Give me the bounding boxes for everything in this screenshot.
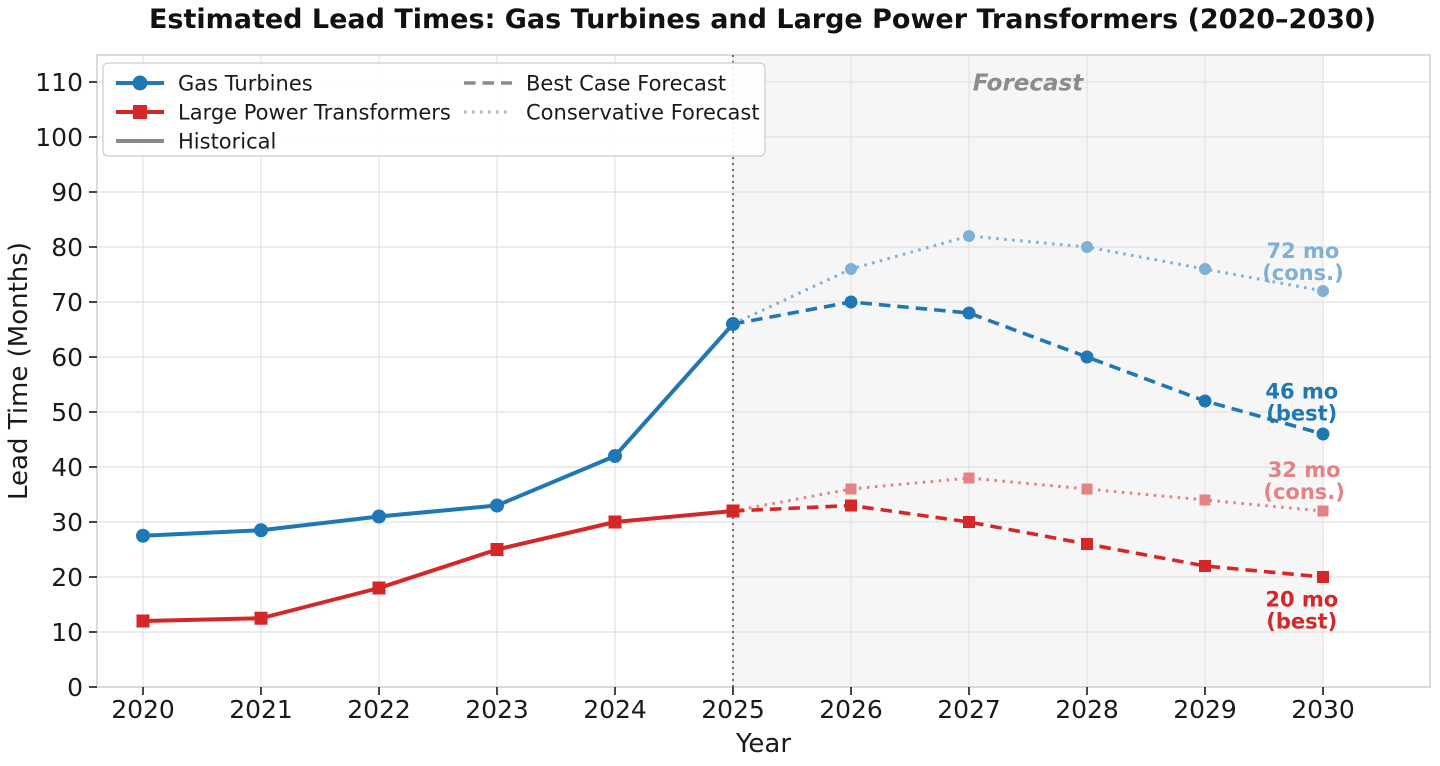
- y-tick-label: 60: [51, 343, 83, 372]
- annotation-32-mo-cons: 32 mo(cons.): [1263, 458, 1345, 504]
- y-axis-label: Lead Time (Months): [4, 242, 34, 500]
- forecast-shaded-region: [733, 55, 1323, 687]
- annotation-46-mo-best: 46 mo(best): [1265, 379, 1338, 425]
- annotation-line: (cons.): [1262, 261, 1344, 285]
- data-point-marker: [136, 614, 150, 628]
- series-gas-turbines: [136, 317, 740, 543]
- data-point-marker: [490, 498, 504, 513]
- annotation-line: 32 mo: [1268, 458, 1341, 482]
- x-axis-label: Year: [735, 729, 792, 759]
- data-point-marker: [1081, 241, 1093, 253]
- y-tick-label: 80: [51, 233, 83, 262]
- data-point-marker: [136, 528, 150, 543]
- data-point-marker: [608, 449, 622, 463]
- data-point-marker: [845, 499, 857, 512]
- data-point-marker: [490, 543, 504, 556]
- x-tick-label: 2030: [1291, 695, 1355, 724]
- annotation-72-mo-cons: 72 mo(cons.): [1262, 239, 1344, 285]
- series-large-power-transformers: [136, 504, 740, 628]
- data-point-marker: [1317, 285, 1329, 297]
- annotation-line: 46 mo: [1265, 379, 1338, 403]
- forecast-region-label: Forecast: [973, 70, 1085, 96]
- legend: Gas Turbines Large Power Transformers Hist…: [102, 62, 766, 157]
- x-tick-label: 2024: [583, 695, 647, 724]
- x-tick-label: 2026: [819, 695, 883, 724]
- annotation-line: (best): [1266, 610, 1337, 634]
- data-point-marker: [962, 306, 976, 320]
- data-point-marker: [1080, 350, 1094, 364]
- legend-item-best-case-forecast: Best Case Forecast: [464, 72, 726, 96]
- data-point-marker: [1081, 538, 1093, 550]
- legend-item-conservative-forecast: Conservative Forecast: [464, 101, 760, 125]
- annotation-line: (cons.): [1263, 480, 1345, 504]
- data-point-marker: [1081, 483, 1093, 495]
- data-point-marker: [1199, 263, 1211, 275]
- annotation-line: (best): [1266, 401, 1337, 425]
- data-point-marker: [963, 230, 975, 242]
- data-point-marker: [372, 509, 386, 524]
- y-tick-label: 100: [35, 123, 83, 152]
- data-point-marker: [254, 611, 268, 625]
- legend-item-gas-turbines: Gas Turbines: [116, 72, 313, 96]
- y-tick-label: 20: [51, 563, 83, 592]
- legend-label: Gas Turbines: [178, 72, 313, 96]
- x-tick-label: 2025: [701, 695, 765, 724]
- data-point-marker: [1317, 505, 1329, 517]
- chart-title: Estimated Lead Times: Gas Turbines and L…: [148, 4, 1377, 35]
- data-point-marker: [845, 263, 857, 275]
- legend-marker: [133, 105, 147, 119]
- data-point-marker: [845, 483, 857, 495]
- y-tick-label: 70: [51, 288, 83, 317]
- y-tick-label: 110: [35, 68, 83, 97]
- data-point-marker: [1199, 560, 1211, 572]
- plot-border: [96, 54, 1431, 688]
- legend-label: Large Power Transformers: [178, 101, 451, 125]
- y-tick-label: 30: [51, 508, 83, 537]
- y-tick-label: 0: [67, 673, 83, 702]
- x-tick-label: 2027: [937, 695, 1001, 724]
- annotation-line: 72 mo: [1267, 239, 1340, 263]
- data-point-marker: [726, 317, 740, 331]
- data-point-marker: [254, 523, 268, 538]
- x-tick-label: 2028: [1055, 695, 1119, 724]
- legend-label: Conservative Forecast: [526, 101, 760, 125]
- data-point-marker: [1317, 571, 1329, 583]
- legend-item-historical: Historical: [116, 130, 276, 154]
- legend-item-large-power-transformers: Large Power Transformers: [116, 101, 451, 125]
- legend-box: [102, 62, 766, 157]
- y-tick-label: 40: [51, 453, 83, 482]
- data-point-marker: [844, 295, 858, 309]
- y-tick-label: 10: [51, 618, 83, 647]
- legend-marker: [132, 75, 148, 91]
- data-point-marker: [1316, 427, 1330, 441]
- data-point-marker: [608, 515, 622, 529]
- x-tick-label: 2021: [229, 695, 293, 724]
- legend-label: Best Case Forecast: [526, 72, 726, 96]
- data-point-marker: [963, 516, 975, 528]
- annotation-line: 20 mo: [1265, 588, 1338, 612]
- x-tick-label: 2029: [1173, 695, 1237, 724]
- y-tick-label: 90: [51, 178, 83, 207]
- data-point-marker: [963, 472, 975, 484]
- data-point-marker: [1198, 394, 1212, 408]
- legend-label: Historical: [178, 130, 276, 154]
- x-tick-label: 2020: [111, 695, 175, 724]
- x-tick-label: 2023: [465, 695, 529, 724]
- data-point-marker: [726, 504, 740, 518]
- data-point-marker: [1199, 494, 1211, 506]
- y-tick-label: 50: [51, 398, 83, 427]
- annotation-20-mo-best: 20 mo(best): [1265, 588, 1338, 634]
- data-point-marker: [372, 581, 386, 595]
- x-tick-label: 2022: [347, 695, 411, 724]
